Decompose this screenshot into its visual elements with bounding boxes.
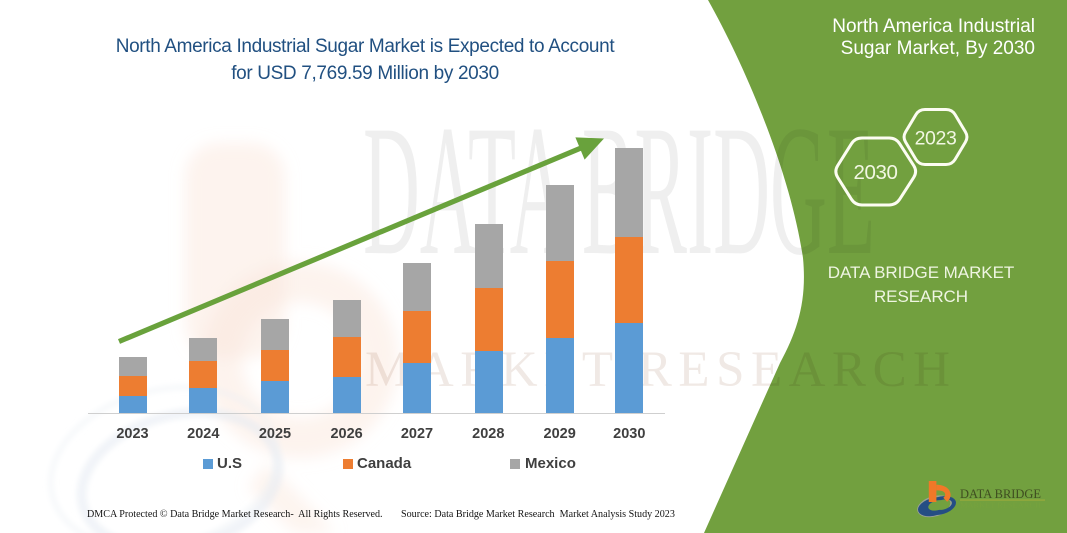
svg-text:2023: 2023 [915,128,957,150]
svg-text:MARKET RESEARCH: MARKET RESEARCH [365,342,950,398]
svg-text:DATA BRIDGE: DATA BRIDGE [960,486,1041,501]
svg-text:MARKET RESEARCH: MARKET RESEARCH [960,502,1041,510]
svg-text:2030: 2030 [853,161,897,184]
